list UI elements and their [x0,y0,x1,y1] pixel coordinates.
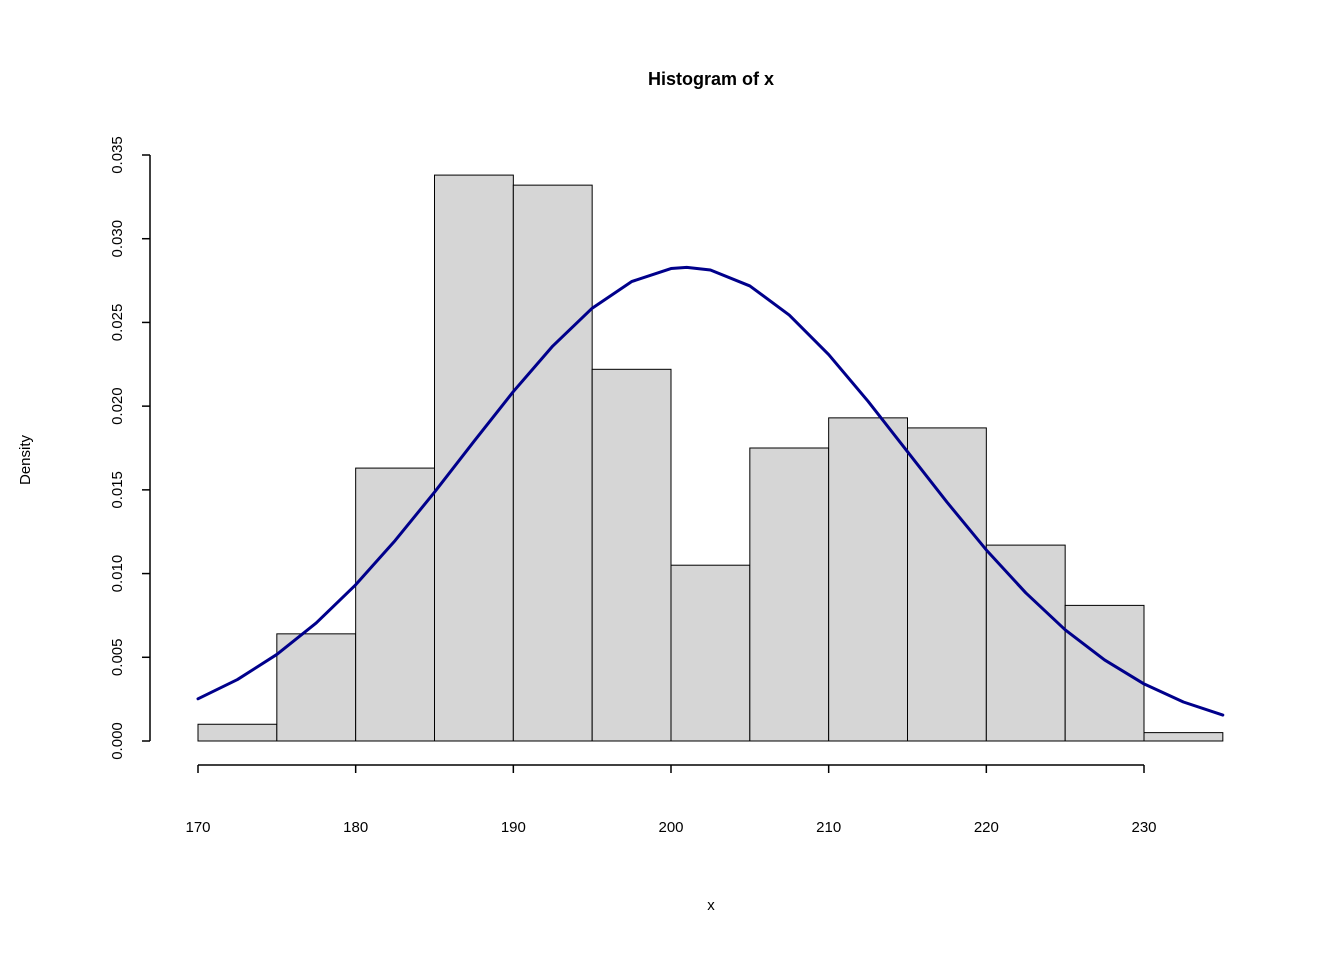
histogram-bar [1143,732,1224,742]
histogram-bar [591,368,672,742]
x-axis-tick-label: 170 [185,819,210,836]
histogram-bar [1064,604,1145,742]
histogram-bar [197,723,278,742]
histogram-bar [670,564,751,742]
x-axis-tick-label: 230 [1131,819,1156,836]
histogram-bar [985,544,1066,742]
density-curve [196,265,1225,717]
y-axis-tick-label: 0.010 [109,555,126,593]
x-axis-tick-label: 220 [974,819,999,836]
y-axis-tick-label: 0.000 [109,722,126,760]
histogram-bar [434,174,514,742]
x-axis-tick-label: 190 [501,819,526,836]
x-axis-label: x [707,897,715,914]
x-axis-tick-label: 180 [343,819,368,836]
plot-layer: 170 180 190 200 210 220 230 0.000 0.005 0.010 0.01… [109,136,1225,836]
y-axis-tick-label: 0.030 [109,220,126,258]
x-axis-tick-label: 210 [816,819,841,836]
y-axis-tick-label: 0.020 [109,387,126,425]
y-axis-tick-label: 0.035 [109,136,126,174]
histogram-bar [828,417,909,742]
y-axis-label: Density [17,434,34,485]
y-axis-tick-label: 0.005 [109,639,126,677]
histogram-bar [276,633,357,742]
y-axis-tick-label: 0.025 [109,304,126,342]
histogram-bar [749,447,830,742]
histogram-bar [355,467,435,742]
histogram-bar [907,427,987,742]
x-axis-tick-label: 200 [658,819,683,836]
y-axis-tick-label: 0.015 [109,471,126,509]
histogram-bar [512,184,593,742]
chart-title: Histogram of x [648,69,774,89]
